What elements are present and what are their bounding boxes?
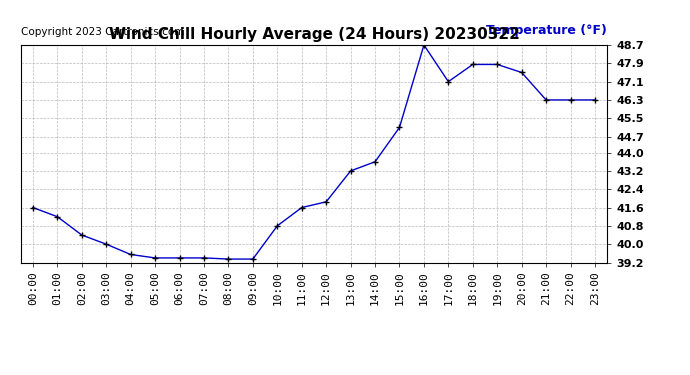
Text: Copyright 2023 Cartronics.com: Copyright 2023 Cartronics.com: [21, 27, 184, 38]
Title: Wind Chill Hourly Average (24 Hours) 20230322: Wind Chill Hourly Average (24 Hours) 202…: [108, 27, 520, 42]
Text: Temperature (°F): Temperature (°F): [486, 24, 607, 38]
